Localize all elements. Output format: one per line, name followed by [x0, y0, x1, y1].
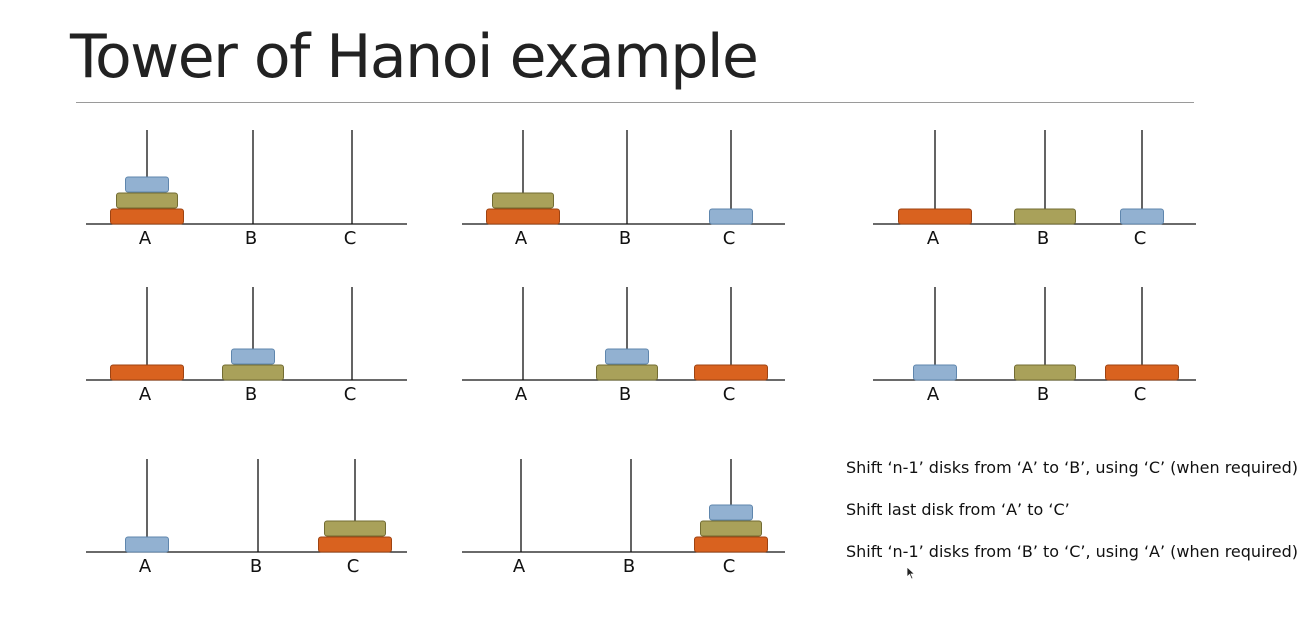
state-3-label-C: C	[1134, 228, 1147, 249]
state-3-disk-small	[1120, 208, 1164, 225]
step-3-text: Shift ‘n-1’ disks from ‘B’ to ‘C’, using…	[846, 542, 1298, 561]
state-6-disk-large	[1105, 364, 1179, 381]
state-3-disk-medium	[1014, 208, 1076, 225]
state-2-label-A: A	[515, 228, 528, 249]
state-6-disk-medium	[1014, 364, 1076, 381]
state-4-label-C: C	[344, 384, 357, 405]
state-7-label-B: B	[250, 556, 262, 577]
state-8-label-C: C	[723, 556, 736, 577]
state-1-label-B: B	[245, 228, 257, 249]
state-1-label-C: C	[344, 228, 357, 249]
state-7-disk-large	[318, 536, 392, 553]
state-8-label-B: B	[623, 556, 635, 577]
state-2-disk-large	[486, 208, 560, 225]
state-6-label-C: C	[1134, 384, 1147, 405]
state-2-disk-small	[709, 208, 753, 225]
state-2-label-B: B	[619, 228, 631, 249]
step-2-text: Shift last disk from ‘A’ to ‘C’	[846, 500, 1070, 519]
state-1-label-A: A	[139, 228, 152, 249]
state-4-disk-large	[110, 364, 184, 381]
state-8-label-A: A	[513, 556, 526, 577]
state-4-label-A: A	[139, 384, 152, 405]
state-8-disk-large	[694, 536, 768, 553]
state-7-disk-medium	[324, 520, 386, 537]
state-5-disk-small	[605, 348, 649, 365]
state-8-disk-medium	[700, 520, 762, 537]
mouse-cursor-icon	[906, 566, 916, 580]
state-4-label-B: B	[245, 384, 257, 405]
state-1-disk-large	[110, 208, 184, 225]
state-4-disk-small	[231, 348, 275, 365]
state-7-label-C: C	[347, 556, 360, 577]
state-4-disk-medium	[222, 364, 284, 381]
state-3-disk-large	[898, 208, 972, 225]
state-5-label-B: B	[619, 384, 631, 405]
state-8-disk-small	[709, 504, 753, 521]
state-1-disk-small	[125, 176, 169, 193]
state-2-disk-medium	[492, 192, 554, 209]
state-3-label-A: A	[927, 228, 940, 249]
title-divider	[76, 102, 1194, 103]
state-6-label-A: A	[927, 384, 940, 405]
state-5-label-C: C	[723, 384, 736, 405]
state-7-disk-small	[125, 536, 169, 553]
state-7-label-A: A	[139, 556, 152, 577]
state-2-label-C: C	[723, 228, 736, 249]
state-3-label-B: B	[1037, 228, 1049, 249]
state-1-disk-medium	[116, 192, 178, 209]
state-5-label-A: A	[515, 384, 528, 405]
state-5-disk-medium	[596, 364, 658, 381]
state-6-label-B: B	[1037, 384, 1049, 405]
state-5-disk-large	[694, 364, 768, 381]
step-1-text: Shift ‘n-1’ disks from ‘A’ to ‘B’, using…	[846, 458, 1298, 477]
page-title: Tower of Hanoi example	[70, 22, 759, 92]
state-6-disk-small	[913, 364, 957, 381]
